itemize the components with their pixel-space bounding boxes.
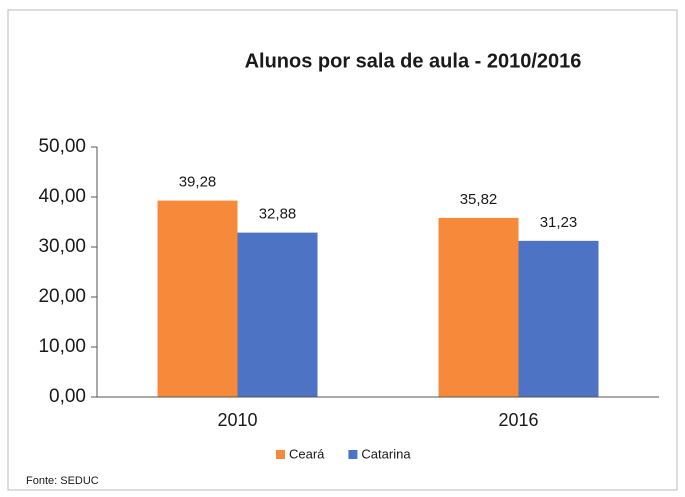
bar [157, 200, 238, 397]
data-label: 39,28 [179, 174, 217, 191]
chart-title: Alunos por sala de aula - 2010/2016 [245, 50, 582, 72]
y-tick-label: 50,00 [38, 136, 86, 157]
x-tick-label: 2010 [217, 410, 257, 430]
y-tick-label: 10,00 [38, 336, 86, 357]
legend-label: Catarina [361, 446, 411, 461]
data-label: 31,23 [540, 214, 578, 231]
y-tick-label: 20,00 [38, 286, 86, 307]
source-note: Fonte: SEDUC [26, 475, 99, 487]
bar [438, 217, 519, 397]
legend-swatch [276, 450, 285, 459]
y-tick-label: 30,00 [38, 236, 86, 257]
y-tick-label: 0,00 [49, 386, 86, 407]
bar [518, 240, 599, 397]
data-label: 35,82 [460, 191, 498, 208]
x-tick-label: 2016 [498, 410, 538, 430]
legend-label: Ceará [289, 446, 325, 461]
data-label: 32,88 [259, 206, 297, 223]
legend-swatch [348, 450, 358, 459]
bar [237, 232, 318, 397]
y-tick-label: 40,00 [38, 186, 86, 207]
